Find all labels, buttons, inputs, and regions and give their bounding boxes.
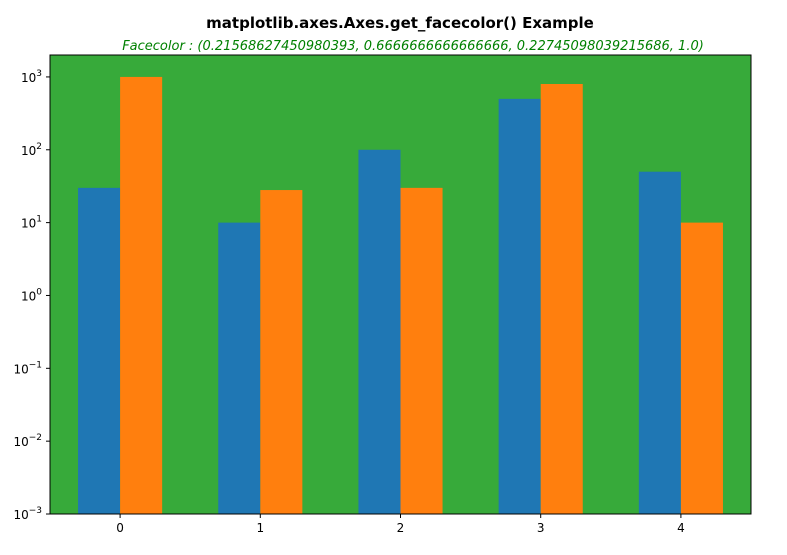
x-tick-label: 3 [537,521,545,535]
bar-s1-c2 [400,187,443,515]
y-axis: 10−3 10−2 10−1 100 101 102 103 [13,69,50,522]
bar-s0-c3 [498,98,541,515]
y-tick-label: 10−1 [13,360,42,376]
bar-s0-c4 [638,171,681,514]
bar-s1-c0 [120,76,163,515]
bar-s1-c1 [260,190,303,515]
x-tick-label: 4 [677,521,685,535]
bar-s0-c1 [218,222,261,514]
y-tick-label: 102 [21,142,42,158]
x-axis: 0 1 2 3 4 [116,514,685,535]
bars-layer [78,76,723,515]
y-tick-label: 10−3 [13,506,42,522]
bar-s0-c0 [78,187,121,515]
chart-title: matplotlib.axes.Axes.get_facecolor() Exa… [206,14,594,32]
x-tick-label: 1 [256,521,264,535]
y-tick-label: 101 [21,215,42,231]
bar-s1-c3 [540,83,583,515]
y-tick-label: 10−2 [13,433,42,449]
y-tick-label: 100 [21,287,42,303]
bar-s0-c2 [358,149,401,514]
chart-subtitle: Facecolor : (0.21568627450980393, 0.6666… [122,39,704,54]
bar-s1-c4 [680,222,723,514]
y-tick-label: 103 [21,69,42,85]
x-tick-label: 0 [116,521,124,535]
x-tick-label: 2 [397,521,405,535]
